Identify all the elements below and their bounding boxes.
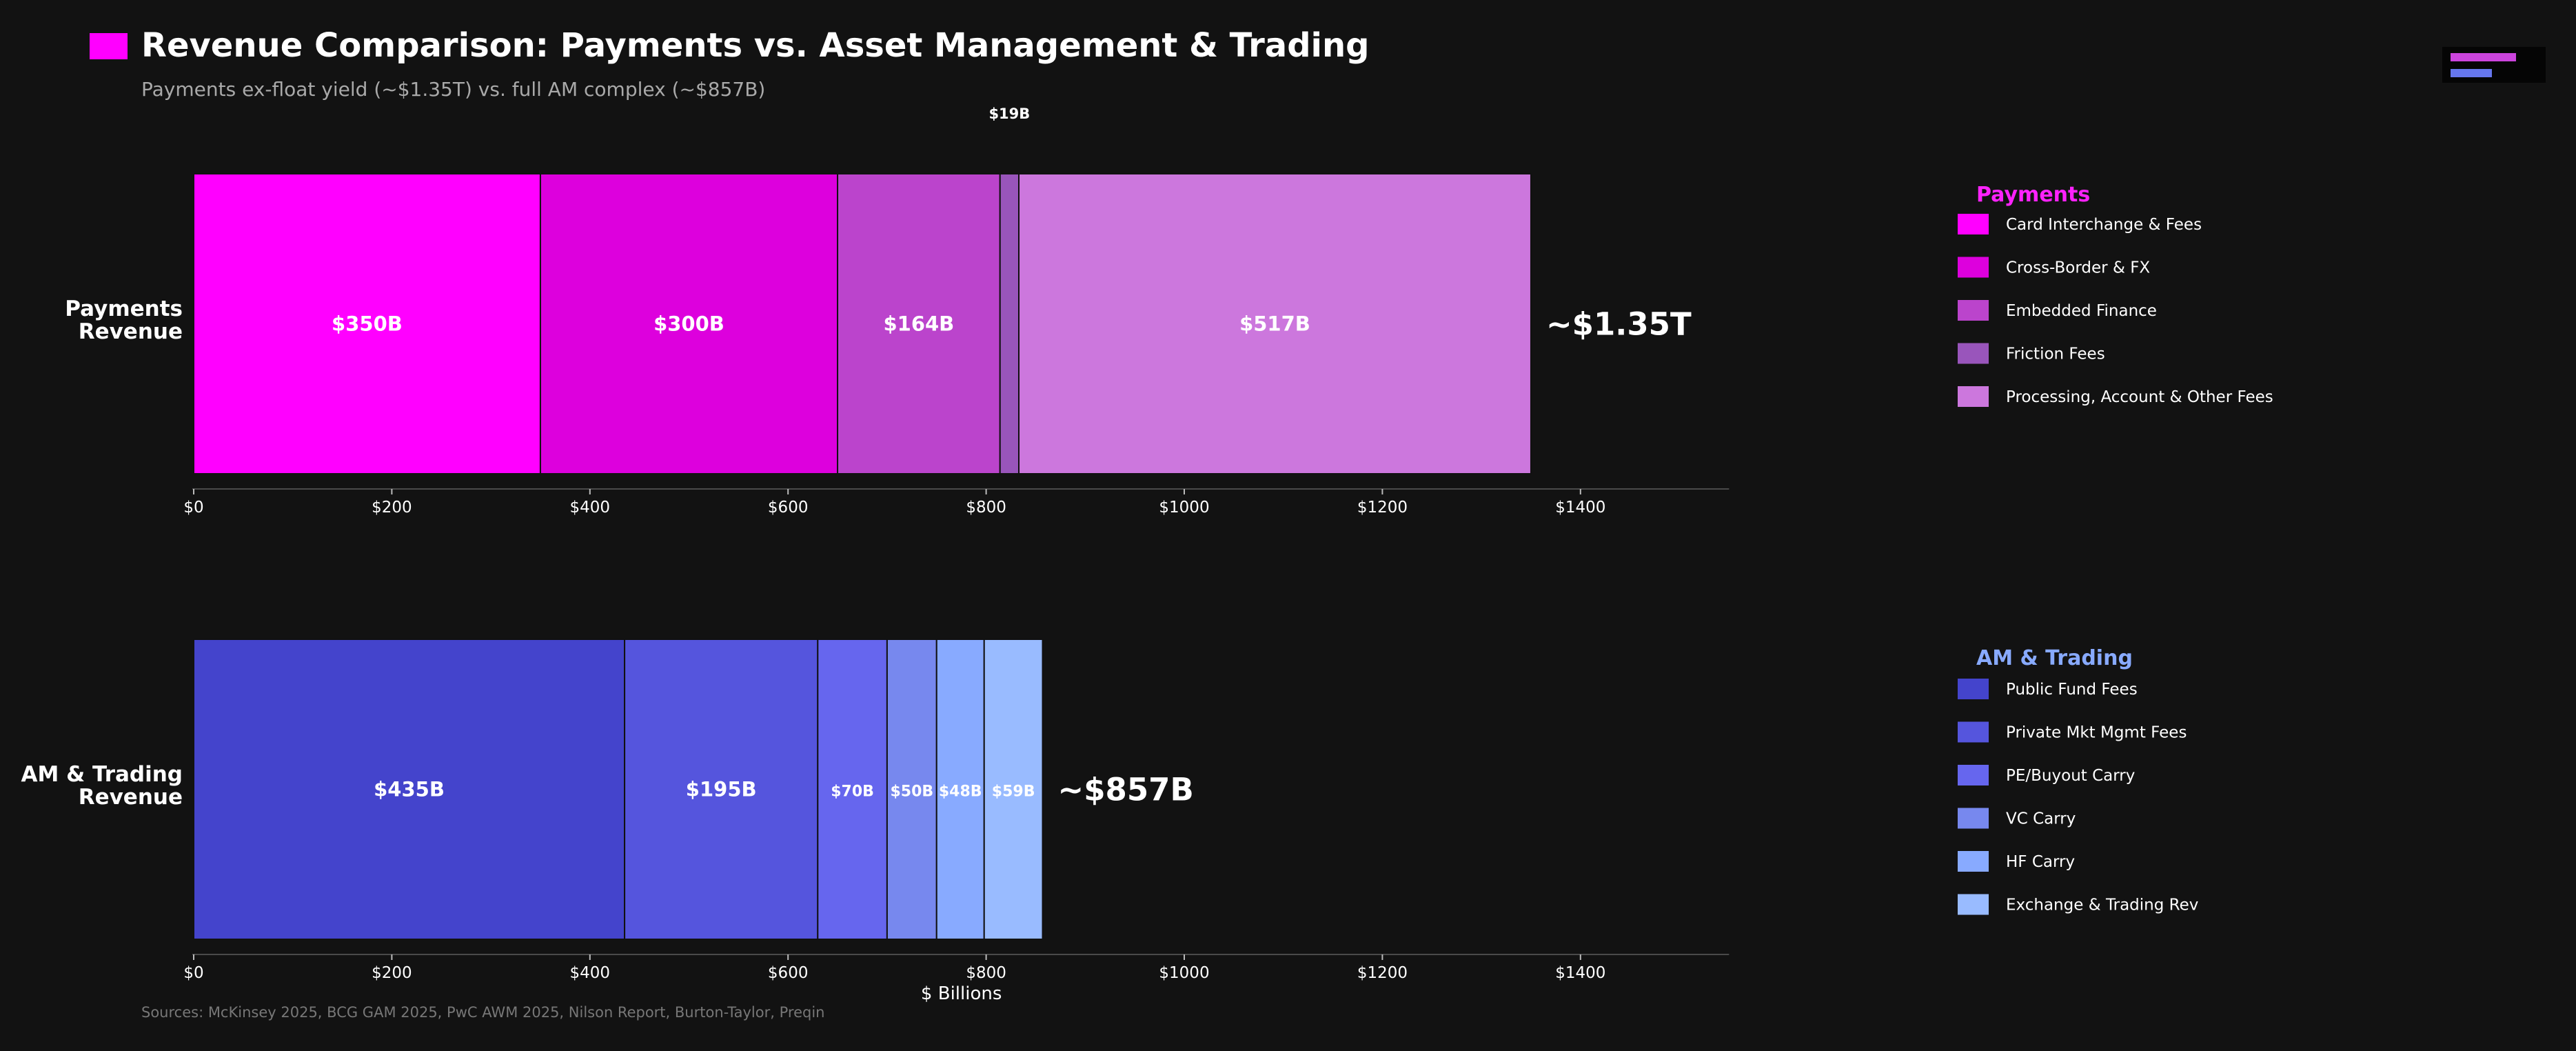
legend-label-processing-account-other-fees: Processing, Account & Other Fees xyxy=(2006,388,2273,406)
thumbnail-frame xyxy=(2442,47,2546,83)
legend-swatch-exchange-trading-rev xyxy=(1958,894,1989,915)
thumbnail-preview xyxy=(2442,47,2546,83)
x-tick-label-payments: $1200 xyxy=(1357,499,1408,517)
legend-swatch-processing-account-other-fees xyxy=(1958,386,1989,407)
segment-label-pe-buyout-carry: $70B xyxy=(831,783,874,801)
legend-label-cross-border-fx: Cross-Border & FX xyxy=(2006,259,2150,277)
segment-label-processing-account-other-fees: $517B xyxy=(1239,312,1310,336)
legend-label-friction-fees: Friction Fees xyxy=(2006,346,2105,363)
legend-label-public-fund-fees: Public Fund Fees xyxy=(2006,681,2138,699)
bar-segment-exchange-trading-rev xyxy=(983,639,1044,940)
bar-segment-friction-fees xyxy=(999,173,1020,474)
chart-title: Revenue Comparison: Payments vs. Asset M… xyxy=(141,26,1370,65)
x-tick-label-am: $200 xyxy=(372,964,412,982)
row-label-line: Payments xyxy=(65,297,183,321)
bar-segment-processing-account-other-fees xyxy=(1018,173,1532,474)
x-tick-label-am: $1400 xyxy=(1555,964,1605,982)
row-label-line: Revenue xyxy=(79,319,183,344)
x-tick-label-payments: $200 xyxy=(372,499,412,517)
segment-label-hf-carry: $48B xyxy=(939,783,982,801)
legend-swatch-public-fund-fees xyxy=(1958,679,1989,699)
legend-swatch-private-mkt-mgmt-fees xyxy=(1958,721,1989,743)
segment-label-public-fund-fees: $435B xyxy=(374,778,445,801)
legend-swatch-cross-border-fx xyxy=(1958,257,1989,278)
thumbnail-bar-am xyxy=(2451,69,2492,77)
x-tick-label-payments: $1400 xyxy=(1555,499,1605,517)
legend-title-am: AM & Trading xyxy=(1976,646,2133,670)
chart-subtitle: Payments ex-float yield (~$1.35T) vs. fu… xyxy=(141,78,765,101)
legend-label-private-mkt-mgmt-fees: Private Mkt Mgmt Fees xyxy=(2006,724,2187,742)
segment-label-card-interchange-fees: $350B xyxy=(332,312,403,336)
segment-label-friction-fees: $19B xyxy=(988,106,1030,122)
x-tick-label-payments: $600 xyxy=(768,499,809,517)
x-tick-label-payments: $400 xyxy=(570,499,611,517)
legend-label-exchange-trading-rev: Exchange & Trading Rev xyxy=(2006,897,2198,914)
legend-label-card-interchange-fees: Card Interchange & Fees xyxy=(2006,216,2202,234)
panel-am: AM & Trading Revenue $435B $195B $70B $50B $48… xyxy=(21,639,2198,1004)
segment-label-cross-border-fx: $300B xyxy=(653,312,724,336)
x-tick-label-payments: $0 xyxy=(183,499,203,517)
title-marker xyxy=(90,33,128,59)
bar-segment-cross-border-fx xyxy=(539,173,839,474)
total-label-am: ~$857B xyxy=(1058,772,1194,808)
bar-segment-public-fund-fees xyxy=(193,639,626,940)
segment-label-embedded-finance: $164B xyxy=(883,312,954,336)
bar-segment-private-mkt-mgmt-fees xyxy=(624,639,819,940)
chart-panels: Payments Revenue $350B $300B $164B$19B$517B ~… xyxy=(21,106,2273,1004)
x-tick-label-am: $1200 xyxy=(1357,964,1408,982)
legend-label-embedded-finance: Embedded Finance xyxy=(2006,302,2157,320)
legend-label-hf-carry: HF Carry xyxy=(2006,853,2075,871)
row-label-payments: Payments Revenue xyxy=(65,297,183,344)
row-label-am: AM & Trading Revenue xyxy=(21,762,183,810)
panel-payments: Payments Revenue $350B $300B $164B$19B$517B ~… xyxy=(65,106,2273,517)
segment-label-vc-carry: $50B xyxy=(890,783,933,801)
segment-label-private-mkt-mgmt-fees: $195B xyxy=(686,778,757,801)
segment-label-exchange-trading-rev: $59B xyxy=(992,783,1035,801)
legend-swatch-vc-carry xyxy=(1958,808,1989,829)
row-label-line: AM & Trading xyxy=(21,762,183,787)
legend-swatch-embedded-finance xyxy=(1958,300,1989,321)
source-note: Sources: McKinsey 2025, BCG GAM 2025, Pw… xyxy=(141,1004,824,1021)
x-axis-title: $ Billions xyxy=(921,983,1002,1004)
legend-swatch-friction-fees xyxy=(1958,343,1989,364)
total-label-payments: ~$1.35T xyxy=(1546,306,1692,343)
thumbnail-bar-payments xyxy=(2451,53,2516,61)
x-tick-label-am: $800 xyxy=(966,964,1006,982)
legend-swatch-hf-carry xyxy=(1958,851,1989,872)
x-tick-label-am: $0 xyxy=(183,964,203,982)
legend-swatch-pe-buyout-carry xyxy=(1958,765,1989,785)
bar-segment-embedded-finance xyxy=(837,173,1001,474)
x-tick-label-am: $600 xyxy=(768,964,809,982)
x-tick-label-am: $400 xyxy=(570,964,611,982)
x-tick-label-payments: $1000 xyxy=(1159,499,1209,517)
bar-segment-hf-carry xyxy=(935,639,985,940)
legend-label-vc-carry: VC Carry xyxy=(2006,810,2076,828)
x-tick-label-payments: $800 xyxy=(966,499,1006,517)
legend-swatch-card-interchange-fees xyxy=(1958,214,1989,234)
legend-label-pe-buyout-carry: PE/Buyout Carry xyxy=(2006,767,2135,785)
legend-title-payments: Payments xyxy=(1976,183,2090,207)
bar-segment-pe-buyout-carry xyxy=(817,639,888,940)
x-tick-label-am: $1000 xyxy=(1159,964,1209,982)
row-label-line: Revenue xyxy=(79,785,183,810)
